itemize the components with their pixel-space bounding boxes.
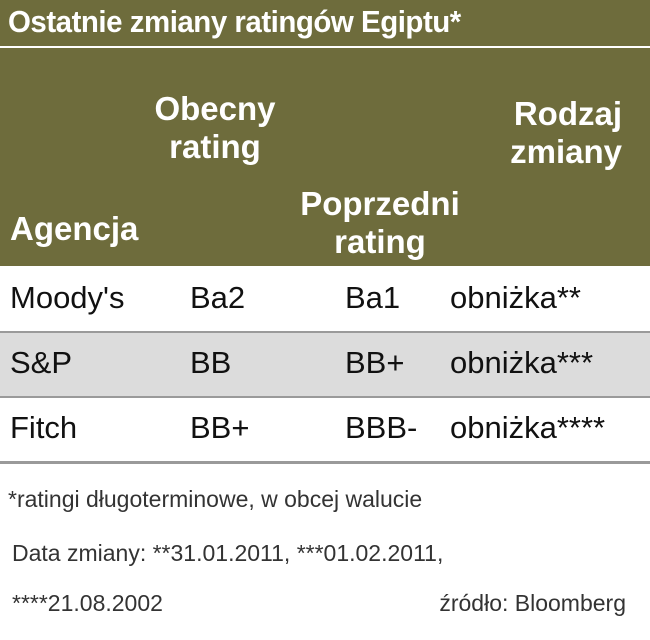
- table-row: [0, 268, 650, 333]
- table-cell: BB: [190, 345, 232, 380]
- table-cell: Ba2: [190, 280, 246, 315]
- footnote: ****21.08.2002: [12, 590, 163, 616]
- header: Obecny rating: [154, 90, 276, 165]
- table-cell: BB+: [190, 410, 250, 445]
- divider: [0, 462, 650, 464]
- source: źródło: Bloomberg: [439, 590, 626, 616]
- footnote: *ratingi długoterminowe, w obcej walucie: [8, 486, 423, 512]
- table-cell: obniżka***: [450, 345, 594, 380]
- table-row: [0, 333, 650, 398]
- header-bar: [0, 48, 650, 266]
- table-cell: Ba1: [345, 280, 401, 315]
- title: Ostatnie zmiany ratingów Egiptu*: [8, 4, 461, 39]
- footnote: Data zmiany: **31.01.2011, ***01.02.2011…: [12, 540, 444, 566]
- table-row: [0, 398, 650, 463]
- header: Agencja: [10, 210, 139, 247]
- table-cell: obniżka****: [450, 410, 606, 445]
- table-cell: S&P: [10, 345, 73, 380]
- table-cell: Fitch: [10, 410, 78, 445]
- table-cell: BB+: [345, 345, 405, 380]
- header: Poprzedni rating: [300, 185, 460, 260]
- title-bar: [0, 0, 650, 46]
- table-cell: obniżka**: [450, 280, 581, 315]
- header: Rodzaj zmiany: [510, 95, 622, 170]
- table-cell: BBB-: [345, 410, 418, 445]
- table-cell: Moody's: [10, 280, 125, 315]
